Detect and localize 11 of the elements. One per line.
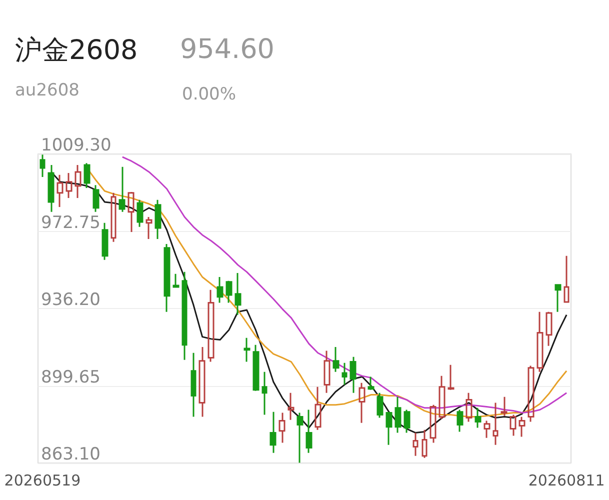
y-tick-label: 972.75: [41, 212, 100, 233]
x-tick-label: 20260519: [4, 472, 81, 490]
y-tick-label: 863.10: [41, 444, 100, 464]
y-tick-label: 936.20: [41, 290, 100, 310]
text: 954.60: [180, 34, 274, 65]
chart-subtitle: au2608: [15, 80, 80, 100]
chart-title: 沪金2608: [15, 35, 138, 66]
text: 0.00%: [182, 84, 236, 104]
y-tick-label: 1009.30: [41, 136, 112, 156]
y-tick-label: 899.65: [41, 367, 100, 388]
x-tick-label: 20260811: [528, 472, 605, 490]
